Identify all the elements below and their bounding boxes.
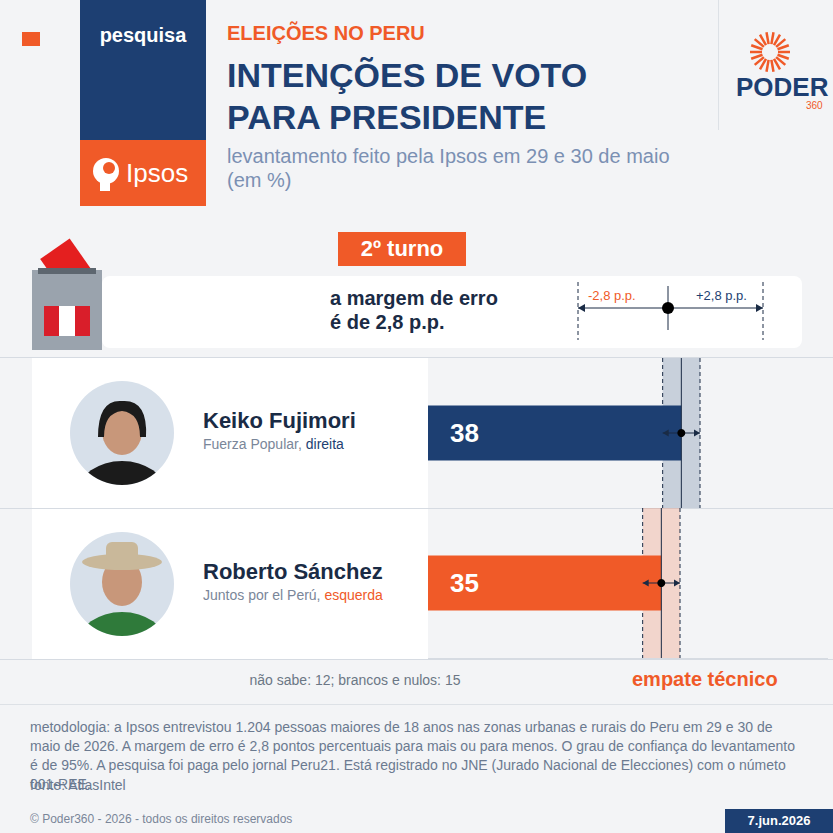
html-text:Roberto Sánchez: Roberto Sánchez [203, 559, 383, 584]
svg-text:38: 38 [450, 418, 479, 448]
html-text:7.jun.2026: 7.jun.2026 [747, 813, 811, 828]
html-text:pesquisa: pesquisa [99, 24, 187, 46]
html-text:a margem de erro é de 2,8 p.p.: a margem de erro é de 2,8 p.p. [330, 287, 498, 333]
html-text:Keiko Fujimori: Keiko Fujimori [203, 408, 356, 433]
html-text:levantamento feito pela Ipsos: levantamento feito pela Ipsos em 29 e 30… [227, 145, 670, 191]
html-text:-2,8 p.p.: -2,8 p.p. [588, 288, 636, 303]
html-text:2º turno: 2º turno [360, 236, 444, 261]
html-text:Fuerza Popular, direita: Fuerza Popular, direita [203, 436, 344, 452]
html-text:© Poder360 - 2026 - todos os d: © Poder360 - 2026 - todos os direitos re… [30, 812, 293, 826]
html-text:metodologia: a Ipsos entrevist: metodologia: a Ipsos entrevistou 1.204 p… [30, 719, 795, 792]
html-text:360: 360 [806, 100, 823, 111]
html-text:PODER: PODER [736, 72, 829, 102]
html-text:não sabe: 12; brancos e nulos:: não sabe: 12; brancos e nulos: 15 [249, 672, 461, 688]
html-text:ELEIÇÕES NO PERU: ELEIÇÕES NO PERU [227, 22, 425, 44]
svg-text:35: 35 [450, 568, 479, 598]
html-text:fonte: AtlasIntel: fonte: AtlasIntel [30, 777, 126, 793]
html-text:Juntos por el Perú, esquerda: Juntos por el Perú, esquerda [203, 587, 383, 603]
html-text:INTENÇÕES DE VOTO PARA PRESIDE: INTENÇÕES DE VOTO PARA PRESIDENTE [227, 56, 588, 136]
html-text:+2,8 p.p.: +2,8 p.p. [696, 288, 747, 303]
html-text:Ipsos: Ipsos [126, 158, 189, 188]
html-text:empate técnico: empate técnico [632, 668, 778, 690]
